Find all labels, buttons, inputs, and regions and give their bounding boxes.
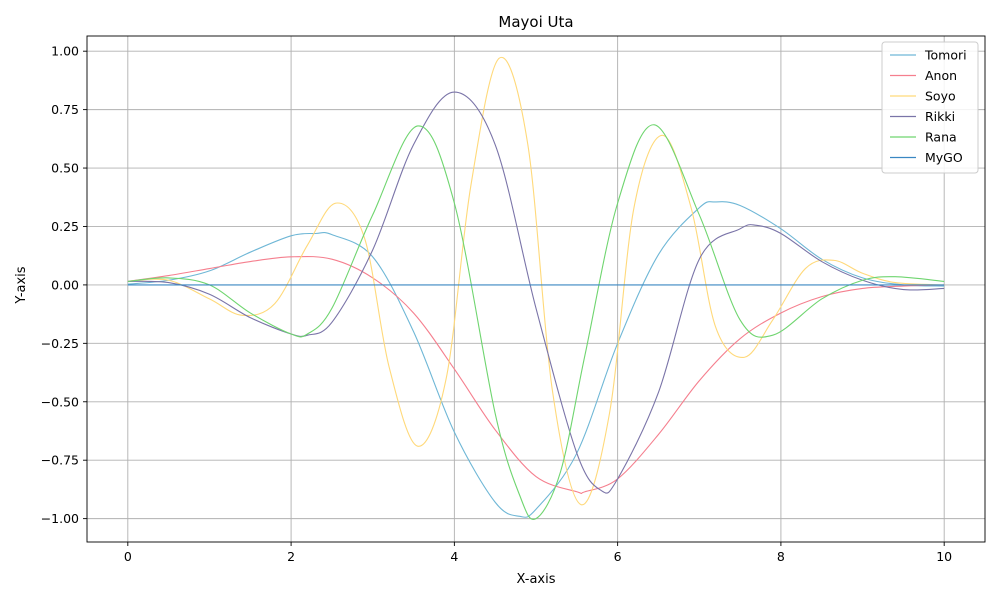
y-axis-label: Y-axis [14, 266, 29, 304]
legend: Tomori Anon Soyo Rikki Rana MyGO [881, 41, 979, 174]
legend-label-tomori: Tomori [924, 48, 967, 63]
grid [87, 36, 985, 542]
series-line-anon [127, 255, 945, 495]
x-tick-label: 8 [777, 549, 785, 564]
series-layer [127, 56, 945, 521]
chart-title: Mayoi Uta [498, 13, 573, 31]
y-tick-label: 0.50 [51, 161, 79, 176]
y-tick-label: 0.00 [51, 277, 79, 292]
series-line-soyo [127, 56, 945, 506]
series-line-rikki [127, 91, 945, 494]
y-tick-label: 0.25 [51, 219, 79, 234]
x-axis-label: X-axis [517, 572, 556, 587]
y-tick-label: −0.50 [41, 394, 79, 409]
x-tick-label: 6 [614, 549, 622, 564]
legend-label-rana: Rana [925, 130, 957, 145]
x-tick-label: 2 [287, 549, 295, 564]
y-tick-label: 0.75 [51, 102, 79, 117]
x-tick-label: 0 [124, 549, 132, 564]
legend-label-rikki: Rikki [925, 109, 955, 124]
y-axis-ticks: −1.00 −0.75 −0.50 −0.25 0.00 0.25 0.50 0.75 1.00 [41, 44, 87, 526]
y-tick-label: −0.75 [41, 453, 79, 468]
legend-box [881, 41, 979, 174]
legend-label-anon: Anon [925, 68, 957, 83]
legend-label-mygo: MyGO [925, 150, 963, 165]
series-line-tomori [127, 201, 945, 518]
x-axis-ticks: 0 2 4 6 8 10 [124, 542, 952, 564]
x-tick-label: 10 [936, 549, 952, 564]
plot-frame [86, 35, 986, 543]
y-tick-label: −0.25 [41, 336, 79, 351]
legend-label-soyo: Soyo [925, 89, 956, 104]
y-tick-label: 1.00 [51, 44, 79, 59]
x-tick-label: 4 [450, 549, 458, 564]
y-tick-label: −1.00 [41, 511, 79, 526]
series-line-rana [127, 124, 945, 521]
